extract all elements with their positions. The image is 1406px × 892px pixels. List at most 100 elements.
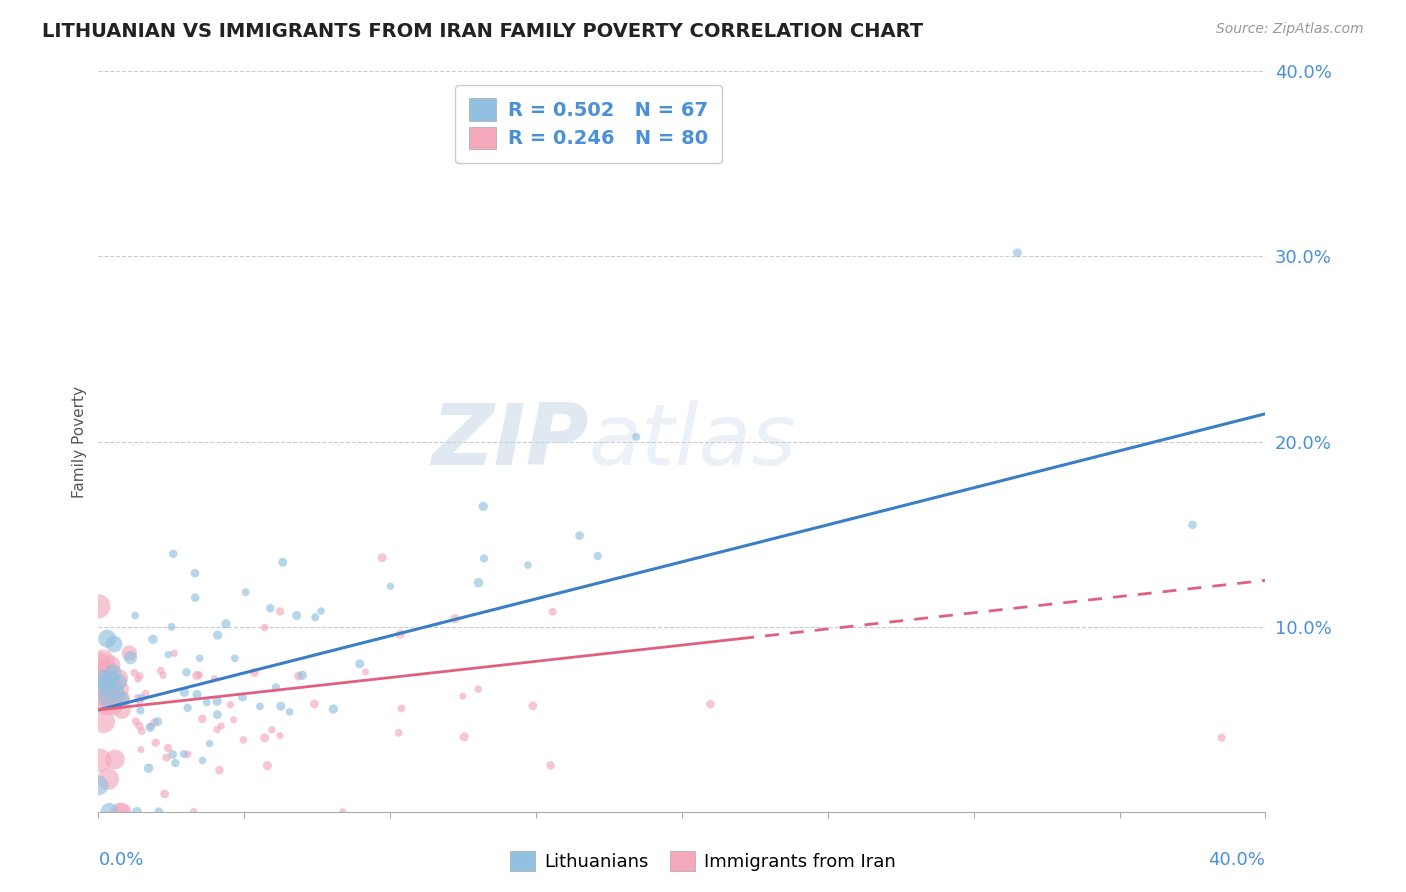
Point [186, 668, 208, 682]
Point [131, 724, 153, 739]
Point [108, 675, 131, 690]
Text: ZIP: ZIP [430, 400, 589, 483]
Point [195, 695, 218, 709]
Point [156, 741, 179, 756]
Text: LITHUANIAN VS IMMIGRANTS FROM IRAN FAMILY POVERTY CORRELATION CHART: LITHUANIAN VS IMMIGRANTS FROM IRAN FAMIL… [42, 22, 924, 41]
Point [135, 687, 157, 701]
Point [380, 579, 402, 593]
Point [96, 690, 118, 704]
Point [98, 672, 121, 686]
Point [98, 659, 121, 673]
Point [108, 805, 131, 819]
Point [176, 665, 198, 680]
Point [142, 632, 165, 647]
Point [96, 632, 118, 646]
Point [143, 715, 166, 730]
Point [152, 668, 174, 682]
Point [101, 684, 124, 698]
Point [354, 665, 377, 679]
Point [155, 750, 177, 764]
Point [104, 694, 127, 708]
Point [173, 685, 195, 699]
Point [391, 701, 413, 715]
Point [219, 698, 242, 712]
Point [453, 730, 475, 744]
Point [184, 566, 207, 581]
Legend: Lithuanians, Immigrants from Iran: Lithuanians, Immigrants from Iran [502, 844, 904, 879]
Point [1181, 517, 1204, 532]
Point [264, 681, 287, 695]
Point [249, 699, 271, 714]
Point [153, 787, 176, 801]
Point [184, 591, 207, 605]
Point [209, 719, 232, 733]
Point [146, 714, 169, 729]
Point [87, 779, 110, 793]
Point [129, 704, 152, 718]
Point [568, 528, 591, 542]
Point [90, 679, 112, 693]
Point [91, 673, 114, 687]
Point [207, 628, 229, 642]
Point [163, 646, 186, 660]
Point [304, 610, 326, 624]
Point [222, 713, 245, 727]
Point [98, 684, 121, 698]
Point [160, 620, 183, 634]
Point [304, 697, 326, 711]
Point [110, 691, 132, 706]
Point [278, 705, 301, 719]
Point [253, 620, 276, 634]
Point [285, 608, 308, 623]
Point [188, 651, 211, 665]
Point [96, 664, 118, 678]
Point [118, 646, 141, 660]
Point [332, 805, 354, 819]
Point [108, 682, 131, 697]
Point [89, 657, 111, 672]
Point [149, 664, 172, 678]
Point [205, 694, 228, 708]
Point [127, 690, 149, 705]
Point [101, 665, 124, 680]
Point [269, 605, 291, 619]
Point [205, 723, 228, 737]
Point [176, 701, 198, 715]
Point [259, 601, 281, 615]
Text: 40.0%: 40.0% [1209, 851, 1265, 869]
Point [472, 551, 495, 566]
Point [122, 665, 145, 680]
Point [162, 547, 184, 561]
Point [139, 720, 162, 734]
Point [349, 657, 371, 671]
Point [541, 605, 564, 619]
Point [191, 754, 214, 768]
Point [162, 747, 184, 762]
Point [186, 688, 208, 702]
Point [93, 714, 115, 729]
Y-axis label: Family Poverty: Family Poverty [72, 385, 87, 498]
Point [1211, 731, 1233, 745]
Point [145, 736, 167, 750]
Point [103, 698, 125, 712]
Point [191, 712, 214, 726]
Text: atlas: atlas [589, 400, 797, 483]
Point [97, 694, 120, 708]
Point [131, 690, 153, 705]
Text: 0.0%: 0.0% [98, 851, 143, 869]
Point [388, 725, 411, 739]
Point [271, 555, 294, 569]
Point [472, 500, 495, 514]
Point [215, 616, 238, 631]
Point [389, 627, 412, 641]
Point [120, 650, 142, 665]
Point [243, 665, 266, 680]
Point [516, 558, 538, 572]
Point [125, 805, 148, 819]
Point [291, 668, 314, 682]
Point [467, 575, 489, 590]
Point [148, 805, 170, 819]
Point [89, 753, 111, 767]
Point [103, 637, 125, 651]
Point [260, 723, 283, 737]
